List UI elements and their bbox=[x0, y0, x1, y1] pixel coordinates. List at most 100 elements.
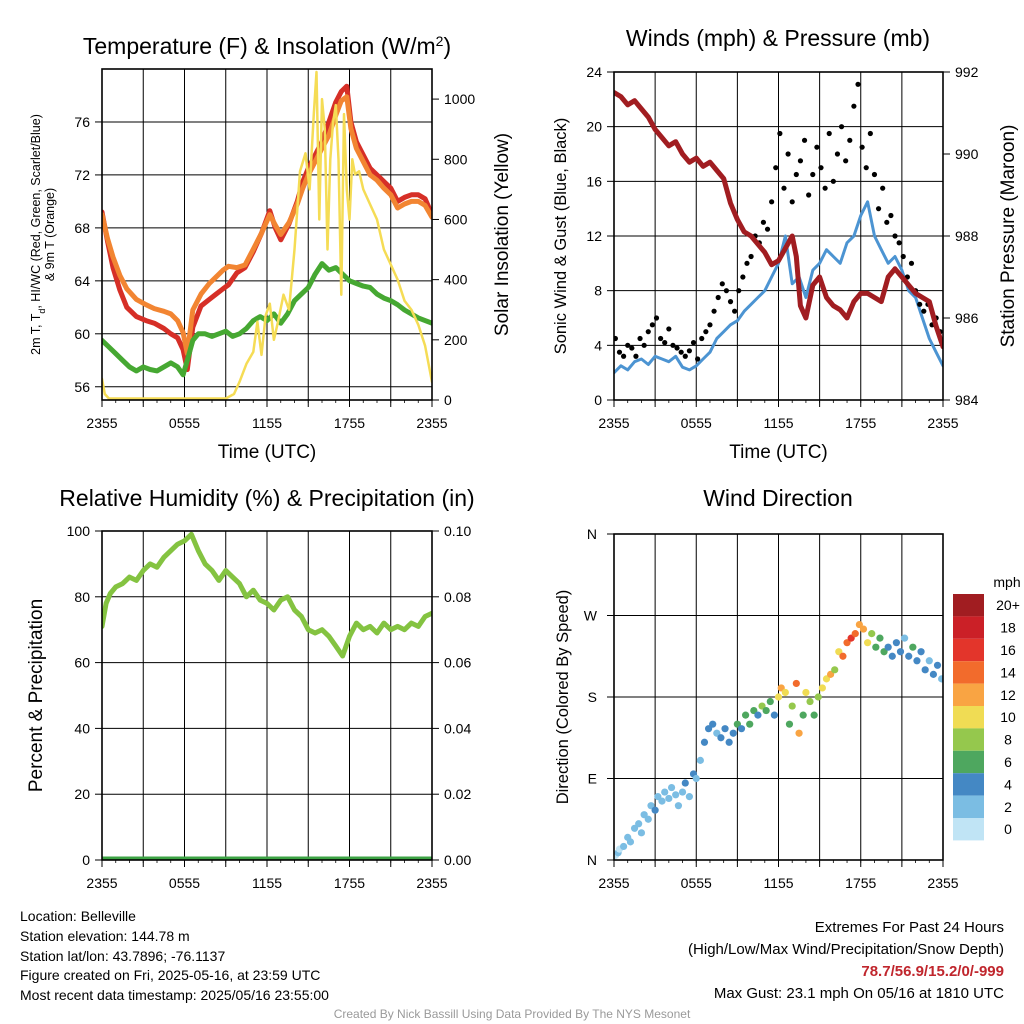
station-info: Location: Belleville Station elevation: … bbox=[20, 907, 329, 1006]
direction-point bbox=[721, 725, 729, 733]
gust-point bbox=[641, 342, 647, 348]
x-tick-label: 2355 bbox=[86, 875, 117, 891]
y-tick-label: 56 bbox=[74, 379, 90, 395]
direction-point bbox=[762, 706, 770, 715]
y-tick-label: 64 bbox=[74, 273, 90, 289]
x-tick-label: 1755 bbox=[845, 875, 876, 891]
direction-point bbox=[661, 788, 669, 796]
gust-point bbox=[830, 178, 836, 184]
plot-frame bbox=[613, 71, 944, 401]
x-tick-label: 1755 bbox=[334, 415, 365, 431]
y-axis-label-rest: , HI/WC (Red, Green, Scarlet/Blue) bbox=[29, 114, 43, 309]
gust-point bbox=[736, 288, 742, 294]
gust-point bbox=[616, 349, 623, 355]
gust-point bbox=[682, 353, 688, 359]
direction-point bbox=[884, 643, 892, 651]
y2-tick-label: 0.00 bbox=[444, 852, 471, 868]
direction-point bbox=[876, 634, 884, 642]
y2-tick-label: 990 bbox=[955, 146, 979, 162]
gust-point bbox=[797, 158, 804, 164]
x-tick-label: 1155 bbox=[252, 415, 282, 431]
x-tick-label: 2355 bbox=[598, 875, 629, 891]
gust-point bbox=[769, 199, 775, 205]
direction-point bbox=[746, 720, 754, 728]
direction-point bbox=[665, 794, 673, 803]
direction-point bbox=[905, 652, 913, 660]
x-tick-label: 0555 bbox=[169, 415, 200, 431]
colorbar-label: 14 bbox=[1000, 664, 1016, 680]
direction-point bbox=[692, 774, 700, 783]
plot-frame bbox=[101, 68, 433, 401]
colorbar-swatch bbox=[953, 638, 984, 662]
gust-point bbox=[814, 144, 820, 150]
y2-tick-label: 986 bbox=[955, 310, 979, 326]
x-tick-label: 2355 bbox=[416, 415, 447, 431]
x-tick-label: 2355 bbox=[86, 415, 117, 431]
y2-tick-label: 1000 bbox=[444, 91, 475, 107]
direction-point bbox=[892, 639, 900, 647]
latlon-text: Station lat/lon: 43.7896; -76.1137 bbox=[20, 947, 226, 964]
colorbar-swatch bbox=[953, 728, 984, 751]
colorbar-label: 0 bbox=[1004, 821, 1012, 837]
y-axis-label: Direction (Colored By Speed) bbox=[554, 590, 572, 805]
gust-point bbox=[703, 329, 709, 335]
gust-point bbox=[896, 240, 902, 246]
y-tick-label: 8 bbox=[594, 283, 602, 299]
direction-point bbox=[619, 842, 628, 851]
chart-title: Temperature (F) & Insolation (W/m2) bbox=[83, 33, 451, 59]
gust-point bbox=[764, 226, 771, 232]
gust-point bbox=[917, 301, 923, 307]
gust-point bbox=[674, 345, 680, 351]
gust-point bbox=[658, 335, 664, 342]
colorbar-swatch bbox=[953, 616, 984, 639]
x-tick-label: 1155 bbox=[252, 875, 282, 891]
colorbar-label: 20+ bbox=[996, 597, 1020, 613]
plot-area bbox=[102, 70, 432, 400]
y2-axis-label: Station Pressure (Maroon) bbox=[998, 125, 1019, 348]
plot-area bbox=[102, 531, 432, 860]
colorbar-swatch bbox=[953, 773, 984, 796]
elevation-text: Station elevation: 144.78 m bbox=[20, 927, 190, 944]
gust-point bbox=[888, 212, 894, 219]
direction-point bbox=[929, 670, 938, 678]
gust-point bbox=[855, 81, 861, 87]
y-tick-label: 24 bbox=[586, 64, 602, 80]
y-tick-label: 20 bbox=[74, 786, 90, 802]
colorbar-swatch bbox=[953, 594, 984, 617]
y-tick-label: 0 bbox=[82, 852, 90, 868]
credit-text: Created By Nick Bassill Using Data Provi… bbox=[333, 1007, 691, 1021]
direction-point bbox=[933, 661, 942, 669]
gust-point bbox=[707, 322, 713, 328]
gust-point bbox=[686, 348, 692, 354]
gust-point bbox=[637, 335, 643, 342]
direction-point bbox=[831, 666, 839, 674]
y-axis-label-line2: & 9m T (Orange) bbox=[43, 188, 57, 281]
direction-point bbox=[872, 643, 880, 651]
gust-point bbox=[662, 340, 668, 346]
direction-point bbox=[781, 688, 789, 697]
gust-point bbox=[900, 253, 906, 260]
chart-title: Winds (mph) & Pressure (mb) bbox=[626, 25, 930, 51]
gust-point bbox=[863, 165, 869, 171]
extremes-values: 78.7/56.9/15.2/0/-999 bbox=[861, 963, 1004, 980]
direction-point bbox=[774, 693, 783, 701]
y-axis-label: 2m T, Td, HI/WC (Red, Green, Scarlet/Blu… bbox=[29, 114, 47, 355]
x-tick-label: 2355 bbox=[598, 415, 629, 431]
location-text: Location: Belleville bbox=[20, 908, 136, 924]
plot-frame bbox=[101, 530, 433, 861]
y2-axis-label: Solar Insolation (Yellow) bbox=[492, 133, 513, 336]
y-tick-label: 20 bbox=[586, 119, 602, 135]
direction-point bbox=[859, 625, 868, 633]
gust-point bbox=[892, 233, 898, 239]
y2-tick-label: 992 bbox=[955, 64, 979, 80]
direction-point bbox=[770, 711, 778, 719]
gust-point bbox=[818, 165, 824, 171]
direction-point bbox=[672, 791, 680, 799]
direction-point bbox=[792, 679, 800, 688]
gust-point bbox=[781, 185, 787, 191]
temperature-panel: Temperature (F) & Insolation (W/m2) 2355 0… bbox=[29, 33, 513, 463]
direction-point bbox=[658, 797, 666, 805]
direction-point bbox=[696, 756, 704, 764]
colorbar-swatch bbox=[953, 795, 984, 818]
series-line-0 bbox=[102, 531, 432, 659]
